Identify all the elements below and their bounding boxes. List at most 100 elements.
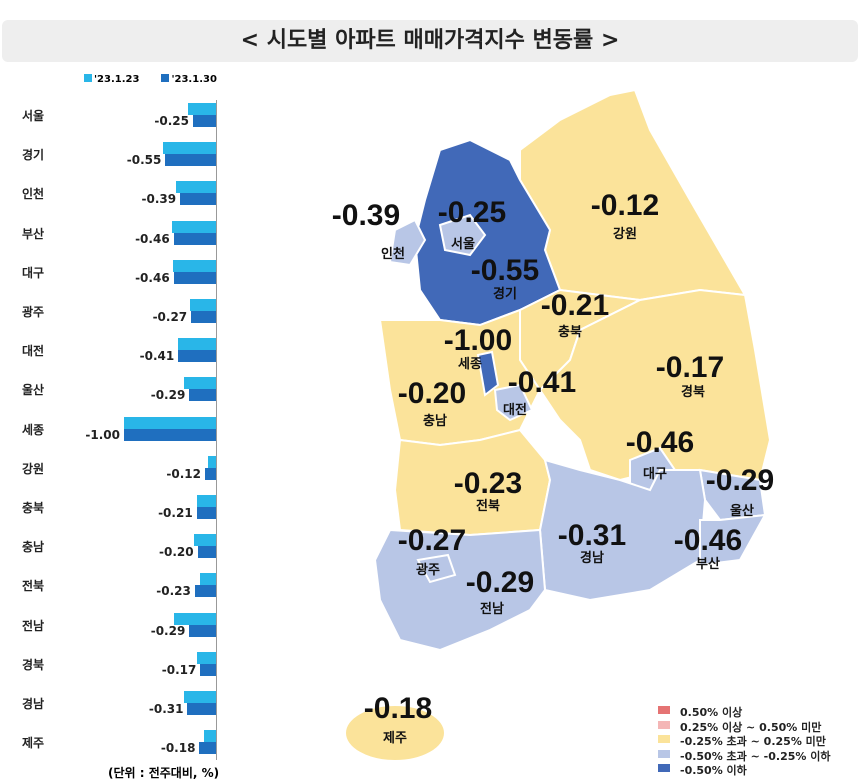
map-labels: -0.39 인천 -0.25 서울 -0.55 경기 -0.12 강원 -0.21 충북… (332, 189, 774, 746)
map-value-label: -0.46 (674, 524, 742, 557)
region-인천 (388, 218, 427, 267)
map-value-label: -0.29 (706, 464, 774, 497)
bar-curr (187, 703, 216, 715)
region-제주 (344, 704, 446, 762)
bar-curr (204, 467, 216, 480)
data-label: -0.46 (135, 231, 170, 246)
bar-prev (204, 730, 216, 743)
bar-curr (173, 271, 216, 284)
category-label: 전남 (22, 618, 45, 633)
bar-curr (173, 232, 216, 245)
chart-legend: '23.1.23 '23.1.30 (84, 74, 217, 85)
bar-prev (178, 338, 216, 351)
data-label: -0.41 (139, 349, 175, 364)
data-label: -0.12 (166, 466, 201, 481)
bar-prev (172, 259, 216, 272)
bar-curr (200, 663, 216, 676)
map-region-name: 대구 (643, 467, 667, 482)
map-region-name: 충남 (423, 413, 447, 429)
region-대전 (493, 383, 534, 422)
bar-prev (183, 691, 216, 703)
legend-label-prev: '23.1.23 (94, 74, 140, 85)
bar-curr (196, 507, 216, 519)
legend-swatch-curr (161, 74, 170, 82)
map-region-name: 경북 (681, 384, 705, 400)
bar-prev (124, 416, 216, 429)
data-label: -0.27 (152, 310, 188, 324)
data-label: -0.39 (141, 192, 177, 207)
data-label: -0.25 (154, 114, 189, 128)
bar-curr (124, 428, 216, 441)
category-label: 세종 (22, 422, 45, 437)
bar-curr (189, 624, 216, 637)
category-label: 광주 (22, 305, 45, 319)
legend-label-curr: '23.1.30 (171, 74, 217, 85)
map-value-label: -0.31 (558, 519, 626, 552)
map-value-label: -0.17 (656, 351, 724, 384)
bar-curr (189, 389, 216, 402)
map-value-label: -0.23 (454, 467, 522, 500)
map-value-label: -0.39 (332, 199, 400, 232)
bar-prev (200, 573, 216, 586)
map-value-label: -0.27 (398, 524, 466, 557)
region-광주 (416, 553, 457, 584)
data-label: -0.20 (159, 545, 194, 560)
legend-item-curr: '23.1.30 (161, 74, 217, 85)
category-label: 부산 (22, 226, 45, 241)
category-label: 경북 (22, 657, 45, 672)
bar-curr (180, 193, 216, 206)
map-value-label: -0.18 (364, 692, 432, 725)
map-legend-swatch (658, 720, 670, 729)
map-legend-label: 0.50% 이상 (680, 706, 743, 719)
bar-curr (197, 546, 216, 559)
bar-prev (196, 651, 216, 664)
category-label: 제주 (22, 736, 45, 751)
category-label: 서울 (22, 109, 45, 123)
category-label: 대구 (22, 265, 45, 280)
bar-curr (178, 350, 216, 363)
data-label: -0.17 (161, 662, 197, 677)
data-label: -1.00 (85, 427, 120, 442)
data-label: -0.46 (135, 270, 170, 285)
category-label: 충북 (22, 501, 45, 515)
map-region-name: 인천 (381, 246, 405, 262)
bar-prev (196, 495, 216, 507)
map-region-name: 전북 (476, 498, 500, 514)
map-region-name: 서울 (451, 236, 475, 252)
map-value-label: -0.55 (471, 254, 539, 287)
map-region-name: 제주 (383, 731, 407, 746)
category-label: 경기 (22, 148, 45, 163)
bar-prev (176, 181, 216, 194)
map-legend-swatch (658, 706, 670, 714)
bar-prev (193, 534, 216, 547)
category-label: 대전 (22, 344, 45, 359)
map-region-name: 경기 (493, 286, 517, 302)
bar-prev (207, 455, 216, 468)
map-legend-label: -0.50% 이하 (680, 764, 747, 777)
map-legend-label: 0.25% 이상 ~ 0.50% 미만 (680, 720, 822, 734)
data-label: -0.18 (160, 741, 196, 756)
map-value-label: -0.46 (626, 426, 694, 459)
map-region-name: 충북 (558, 324, 582, 340)
bar-curr (165, 154, 216, 167)
category-label: 강원 (22, 461, 45, 476)
map-legend-label: -0.25% 초과 ~ 0.25% 미만 (680, 735, 826, 748)
legend-item-prev: '23.1.23 (84, 74, 139, 85)
bar-prev (188, 103, 216, 115)
map-legend-swatch (658, 735, 670, 743)
legend-swatch-prev (84, 74, 92, 82)
category-label: 울산 (22, 383, 45, 398)
category-label: 충남 (22, 540, 45, 555)
map-region-name: 광주 (416, 563, 440, 578)
data-label: -0.21 (158, 506, 193, 520)
page-title: < 시도별 아파트 매매가격지수 변동률 > (2, 20, 858, 62)
bar-prev (190, 299, 216, 311)
bar-prev (173, 612, 216, 625)
category-label: 인천 (22, 187, 45, 202)
data-label: -0.23 (156, 584, 191, 599)
bar-prev (183, 377, 216, 390)
map-value-label: -0.20 (398, 377, 466, 410)
map-value-label: -0.41 (508, 366, 576, 399)
bar-curr (199, 742, 216, 755)
map-value-label: -0.25 (438, 196, 506, 229)
